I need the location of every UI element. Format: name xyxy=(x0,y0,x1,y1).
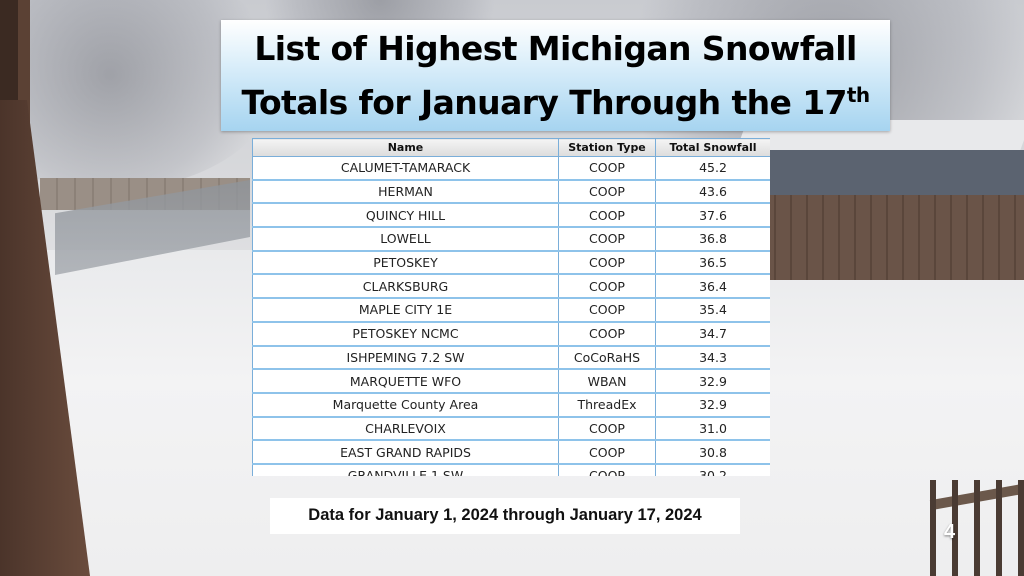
cell-name: EAST GRAND RAPIDS xyxy=(252,440,559,465)
cell-station-type: CoCoRaHS xyxy=(558,345,656,371)
cell-station-type: COOP xyxy=(558,440,656,465)
cell-station-type: COOP xyxy=(558,250,656,276)
cell-total-snowfall: 34.7 xyxy=(655,321,770,347)
title-line-1: List of Highest Michigan Snowfall xyxy=(254,28,857,68)
cell-total-snowfall: 36.4 xyxy=(655,274,770,300)
table-row: CALUMET-TAMARACK COOP 45.2 xyxy=(252,156,770,181)
cell-name: LOWELL xyxy=(252,227,559,252)
column-header-total-snowfall: Total Snowfall xyxy=(655,138,770,157)
table-row: GRANDVILLE 1 SW COOP 30.2 xyxy=(252,463,770,476)
table-row: CLARKSBURG COOP 36.4 xyxy=(252,274,770,300)
cell-name: MAPLE CITY 1E xyxy=(252,298,559,323)
table-row: CHARLEVOIX COOP 31.0 xyxy=(252,416,770,442)
cell-station-type: ThreadEx xyxy=(558,392,656,418)
data-range-text: Data for January 1, 2024 through January… xyxy=(308,506,702,524)
cell-total-snowfall: 34.3 xyxy=(655,345,770,371)
cell-total-snowfall: 31.0 xyxy=(655,416,770,442)
cell-total-snowfall: 30.2 xyxy=(655,463,770,476)
table-row: Marquette County Area ThreadEx 32.9 xyxy=(252,392,770,418)
table-row: ISHPEMING 7.2 SW CoCoRaHS 34.3 xyxy=(252,345,770,371)
cell-name: ISHPEMING 7.2 SW xyxy=(252,345,559,371)
table-header-row: Name Station Type Total Snowfall xyxy=(252,138,770,157)
column-header-name: Name xyxy=(252,138,559,157)
cropped-link-text: ​ xyxy=(272,526,738,534)
table-row: EAST GRAND RAPIDS COOP 30.8 xyxy=(252,440,770,465)
cell-name: Marquette County Area xyxy=(252,392,559,418)
table-row: HERMAN COOP 43.6 xyxy=(252,179,770,205)
cell-name: CLARKSBURG xyxy=(252,274,559,300)
cell-name: HERMAN xyxy=(252,179,559,205)
cell-name: QUINCY HILL xyxy=(252,203,559,229)
data-range-footer: Data for January 1, 2024 through January… xyxy=(270,498,740,534)
cell-total-snowfall: 32.9 xyxy=(655,369,770,394)
cell-total-snowfall: 30.8 xyxy=(655,440,770,465)
cell-name: MARQUETTE WFO xyxy=(252,369,559,394)
title-superscript: th xyxy=(846,82,870,107)
cell-total-snowfall: 45.2 xyxy=(655,156,770,181)
cell-station-type: COOP xyxy=(558,179,656,205)
cell-name: CALUMET-TAMARACK xyxy=(252,156,559,181)
title-line-2-text: Totals for January Through the 17 xyxy=(241,82,847,122)
snowfall-table-container: Name Station Type Total Snowfall CALUMET… xyxy=(252,138,770,476)
cell-name: GRANDVILLE 1 SW xyxy=(252,463,559,476)
cell-station-type: COOP xyxy=(558,227,656,252)
cell-total-snowfall: 43.6 xyxy=(655,179,770,205)
title-banner: List of Highest Michigan Snowfall Totals… xyxy=(221,20,890,131)
cell-station-type: COOP xyxy=(558,298,656,323)
cell-name: CHARLEVOIX xyxy=(252,416,559,442)
cell-total-snowfall: 32.9 xyxy=(655,392,770,418)
cell-station-type: WBAN xyxy=(558,369,656,394)
snowfall-table: Name Station Type Total Snowfall CALUMET… xyxy=(252,138,770,476)
cell-station-type: COOP xyxy=(558,463,656,476)
table-row: PETOSKEY NCMC COOP 34.7 xyxy=(252,321,770,347)
table-row: QUINCY HILL COOP 37.6 xyxy=(252,203,770,229)
cell-total-snowfall: 36.5 xyxy=(655,250,770,276)
table-row: LOWELL COOP 36.8 xyxy=(252,227,770,252)
page-number: 4 xyxy=(944,521,956,543)
cell-station-type: COOP xyxy=(558,416,656,442)
cell-station-type: COOP xyxy=(558,274,656,300)
cell-station-type: COOP xyxy=(558,156,656,181)
column-header-station-type: Station Type xyxy=(558,138,656,157)
cell-name: PETOSKEY xyxy=(252,250,559,276)
cell-name: PETOSKEY NCMC xyxy=(252,321,559,347)
title-line-2: Totals for January Through the 17th xyxy=(241,72,870,126)
cell-total-snowfall: 36.8 xyxy=(655,227,770,252)
deck-railing xyxy=(930,480,1024,576)
table-row: PETOSKEY COOP 36.5 xyxy=(252,250,770,276)
cell-station-type: COOP xyxy=(558,321,656,347)
wood-fence-right xyxy=(760,195,1024,280)
table-row: MAPLE CITY 1E COOP 35.4 xyxy=(252,298,770,323)
table-row: MARQUETTE WFO WBAN 32.9 xyxy=(252,369,770,394)
cell-station-type: COOP xyxy=(558,203,656,229)
cell-total-snowfall: 35.4 xyxy=(655,298,770,323)
cell-total-snowfall: 37.6 xyxy=(655,203,770,229)
